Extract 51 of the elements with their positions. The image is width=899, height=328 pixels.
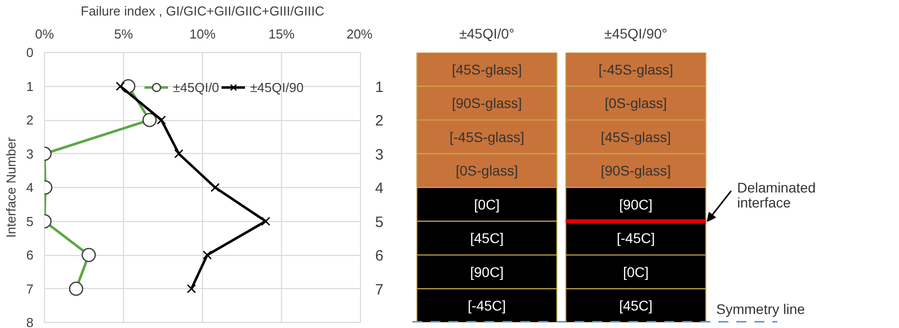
annotation: [0C] xyxy=(474,196,500,212)
point xyxy=(174,149,184,158)
y-axis-title: Interface Number xyxy=(3,136,18,238)
annotation: [-45C] xyxy=(616,230,655,246)
y-tick-label: 0 xyxy=(26,45,34,60)
y-tick-label: 4 xyxy=(26,180,34,195)
y-tick-label: 8 xyxy=(26,315,34,328)
x-tick-label: ±45QI/0° xyxy=(459,26,515,42)
annotation: [90S-glass] xyxy=(600,162,671,179)
point xyxy=(156,115,166,125)
x-tick-label: 5% xyxy=(114,26,134,42)
y-tick-label: 2 xyxy=(26,112,34,128)
y-tick-label: 6 xyxy=(26,248,34,262)
y-tick-label: 3 xyxy=(26,146,34,162)
y-tick-label: 1 xyxy=(26,78,34,94)
y-tick-label: 5 xyxy=(375,214,384,231)
x-tick-label: 10% xyxy=(189,26,216,42)
x-tick-label: 15% xyxy=(268,26,295,42)
annotation: [0S-glass] xyxy=(604,95,667,112)
ref-line-label: Delaminated interface xyxy=(737,180,816,211)
y-tick-label: 3 xyxy=(375,146,384,164)
y-tick-label: 7 xyxy=(375,281,384,298)
annotation: [-45S-glass] xyxy=(598,61,674,78)
annotation: [-45C] xyxy=(468,298,506,314)
annotation: [45C] xyxy=(470,230,504,246)
x-axis-title: Failure index , GI/GIC+GII/GIIC+GIII/GIIIC xyxy=(80,4,324,18)
y-tick-label: 4 xyxy=(375,180,384,197)
y-tick-label: 6 xyxy=(375,248,384,264)
ref-line-label: Symmetry line xyxy=(716,301,806,317)
annotation: [45S-glass] xyxy=(600,128,671,145)
y-tick-label: 5 xyxy=(26,214,34,229)
point xyxy=(261,216,270,226)
x-tick-label: 0% xyxy=(35,26,54,42)
x-tick-label: ±45QI/90° xyxy=(604,26,668,42)
point xyxy=(116,82,125,91)
annotation: [90C] xyxy=(470,264,504,280)
legend-label: ±45QI/90 xyxy=(250,80,304,94)
legend-label: ±45QI/0 xyxy=(173,80,220,94)
annotation: [90S-glass] xyxy=(452,95,522,112)
y-tick-label: 1 xyxy=(375,78,384,96)
annotation: [45S-glass] xyxy=(452,61,522,78)
point xyxy=(202,250,212,260)
y-tick-label: 7 xyxy=(26,281,34,296)
y-tick-label: 2 xyxy=(375,112,384,130)
x-tick-label: 20% xyxy=(346,26,373,42)
annotation: [90C] xyxy=(619,196,653,212)
point xyxy=(186,284,196,294)
annotation: [-45S-glass] xyxy=(450,128,524,145)
annotation: [0C] xyxy=(622,264,649,280)
annotation: [0S-glass] xyxy=(456,162,518,179)
annotation: [45C] xyxy=(619,298,653,314)
